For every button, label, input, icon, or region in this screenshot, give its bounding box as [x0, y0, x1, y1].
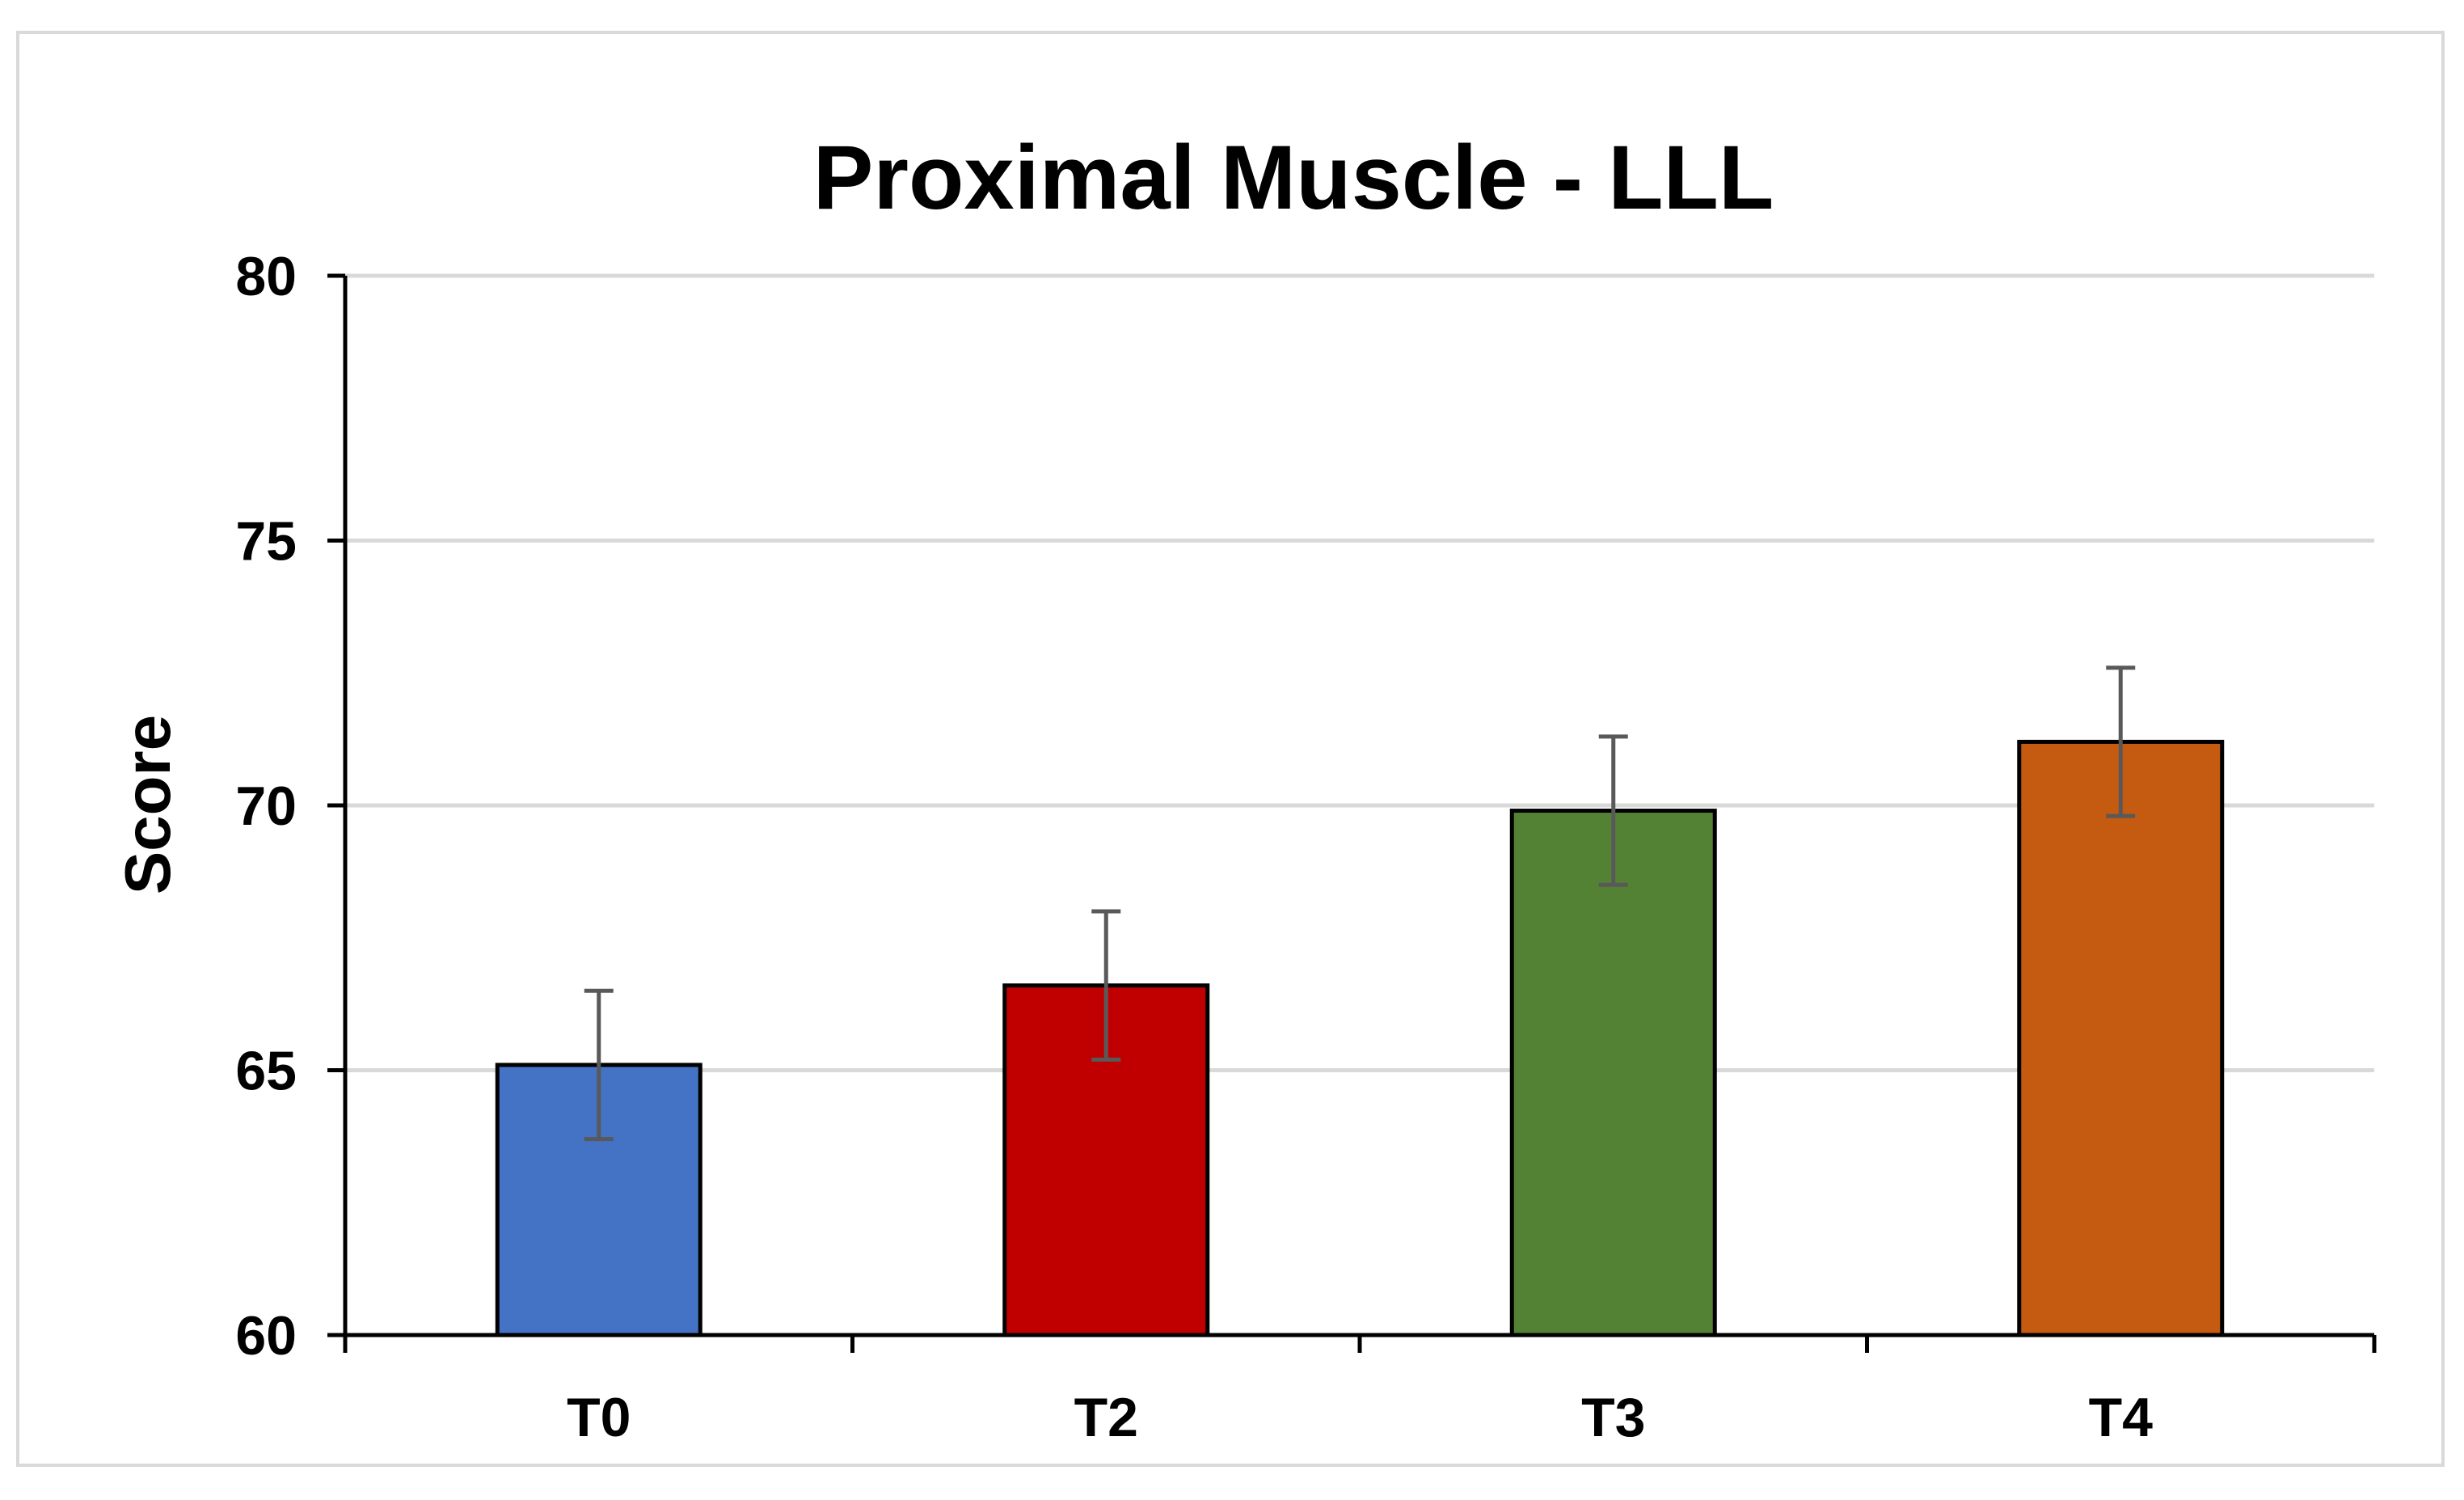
y-tick-label: 60 [235, 1305, 297, 1367]
x-tick-label: T0 [567, 1387, 631, 1448]
y-axis-ticks: 60 65 70 75 80 [235, 246, 345, 1367]
bars [495, 739, 2225, 1337]
y-tick-label: 75 [235, 511, 297, 573]
x-tick-label: T3 [1581, 1387, 1645, 1448]
bar-t4 [2017, 739, 2225, 1337]
y-tick-label: 70 [235, 775, 297, 837]
chart-title: Proximal Muscle - LLL [813, 127, 1774, 228]
x-axis-ticks: T0 T2 T3 T4 [343, 1335, 2377, 1448]
y-axis-label: Score [112, 715, 184, 894]
error-bars [584, 665, 2136, 1142]
x-tick-label: T2 [1074, 1387, 1138, 1448]
bar-t3 [1509, 809, 1717, 1337]
y-tick-label: 80 [235, 246, 297, 307]
y-tick-label: 65 [235, 1041, 297, 1102]
x-tick-label: T4 [2089, 1387, 2154, 1448]
